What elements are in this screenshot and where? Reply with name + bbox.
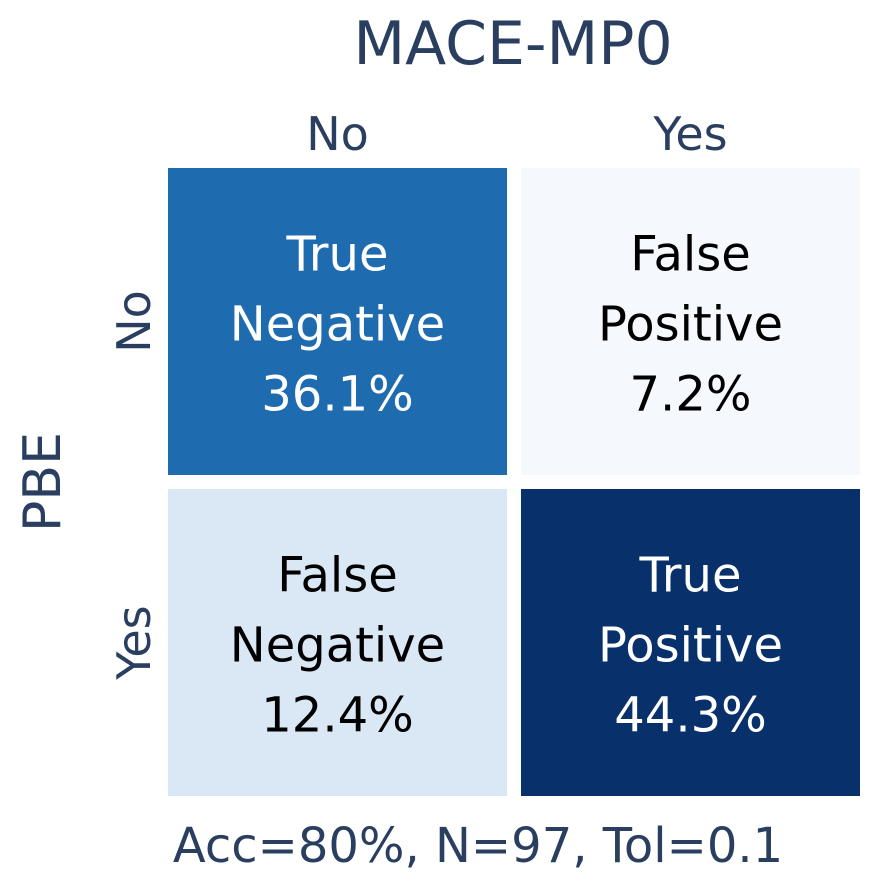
x-tick-labels: No Yes xyxy=(306,107,727,161)
heatmap-cell: True Negative 36.1% xyxy=(168,168,507,475)
cell-value: 12.4% xyxy=(261,688,413,744)
heatmap-cell: True Positive 44.3% xyxy=(521,489,860,796)
cell-label: True xyxy=(286,227,389,283)
x-tick-label: Yes xyxy=(652,107,727,161)
cell-label-sub: Negative xyxy=(230,618,445,674)
cell-label-sub: Negative xyxy=(230,297,445,353)
x-axis-title: MACE-MP0 xyxy=(353,9,672,79)
cell-label: True xyxy=(639,548,742,604)
y-tick-label: No xyxy=(107,290,161,353)
heatmap-cell-rect xyxy=(521,489,860,796)
heatmap-cell-rect xyxy=(168,489,507,796)
heatmap-cell: False Negative 12.4% xyxy=(168,489,507,796)
cell-label-sub: Positive xyxy=(598,297,783,353)
heatmap-cell: False Positive 7.2% xyxy=(521,168,860,475)
cell-value: 7.2% xyxy=(630,367,752,423)
y-tick-labels: No Yes xyxy=(107,290,161,680)
x-tick-label: No xyxy=(306,107,369,161)
y-tick-label: Yes xyxy=(107,605,161,680)
y-axis-title: PBE xyxy=(13,432,73,532)
cell-label: False xyxy=(630,227,751,283)
cell-value: 36.1% xyxy=(261,367,413,423)
cell-value: 44.3% xyxy=(614,688,766,744)
heatmap-cell-rect xyxy=(521,168,860,475)
heatmap-cell-rect xyxy=(168,168,507,475)
cell-label: False xyxy=(277,548,398,604)
heatmap-cells: True Negative 36.1% False Positive 7.2% False N… xyxy=(168,168,860,796)
cell-label-sub: Positive xyxy=(598,618,783,674)
chart-footer-stats: Acc=80%, N=97, Tol=0.1 xyxy=(173,818,783,874)
